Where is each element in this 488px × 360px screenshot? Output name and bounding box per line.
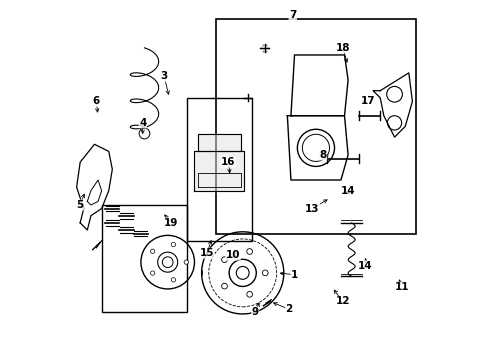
Text: 14: 14 bbox=[357, 261, 372, 271]
Text: 17: 17 bbox=[360, 96, 374, 107]
Bar bbox=[102, 205, 187, 312]
Bar bbox=[187, 98, 251, 241]
Circle shape bbox=[150, 271, 155, 275]
Text: 14: 14 bbox=[340, 186, 355, 196]
Text: 11: 11 bbox=[394, 282, 408, 292]
Text: 1: 1 bbox=[290, 270, 298, 280]
Text: 8: 8 bbox=[319, 150, 326, 160]
Circle shape bbox=[171, 278, 175, 282]
Circle shape bbox=[221, 283, 227, 289]
Polygon shape bbox=[194, 152, 244, 191]
Text: 5: 5 bbox=[77, 200, 83, 210]
Polygon shape bbox=[198, 134, 241, 152]
Text: 13: 13 bbox=[305, 203, 319, 213]
Text: 19: 19 bbox=[164, 218, 178, 228]
Text: 18: 18 bbox=[335, 43, 349, 53]
Text: 6: 6 bbox=[92, 96, 100, 107]
Circle shape bbox=[262, 270, 267, 276]
Circle shape bbox=[150, 249, 155, 253]
Text: 7: 7 bbox=[288, 10, 296, 20]
Text: 3: 3 bbox=[160, 71, 167, 81]
Bar bbox=[216, 19, 415, 234]
Circle shape bbox=[246, 249, 252, 254]
Text: 4: 4 bbox=[139, 118, 146, 128]
Circle shape bbox=[246, 292, 252, 297]
Text: 12: 12 bbox=[335, 296, 349, 306]
Circle shape bbox=[171, 242, 175, 247]
Text: 16: 16 bbox=[221, 157, 235, 167]
Text: 2: 2 bbox=[285, 304, 292, 314]
Circle shape bbox=[184, 260, 188, 264]
Circle shape bbox=[221, 257, 227, 262]
Text: 9: 9 bbox=[251, 307, 258, 317]
Text: 10: 10 bbox=[225, 250, 240, 260]
Text: 15: 15 bbox=[199, 248, 214, 258]
